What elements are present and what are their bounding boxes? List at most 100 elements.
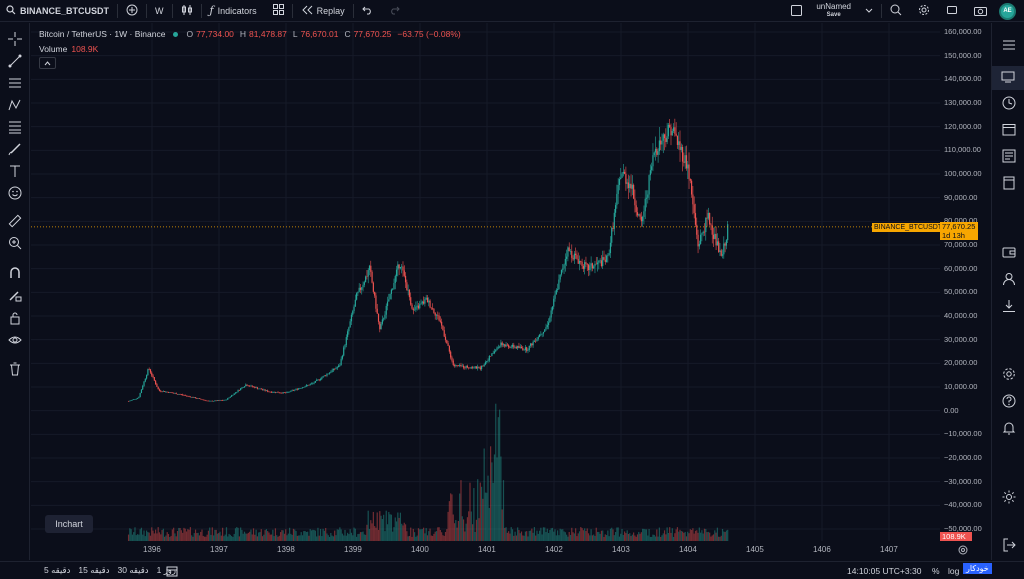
symbol-search-button[interactable]: BINANCE_BTCUSDT bbox=[0, 0, 117, 22]
candle-body bbox=[365, 276, 367, 283]
candle-body bbox=[468, 367, 470, 369]
save-layout-button[interactable]: unNamed Save bbox=[810, 3, 857, 19]
time-axis-label: 1400 bbox=[411, 545, 429, 554]
user-avatar[interactable]: AE bbox=[999, 2, 1016, 20]
indicators-button[interactable]: ƒ Indicators bbox=[202, 0, 265, 22]
candle-body bbox=[560, 269, 563, 275]
volume-bar bbox=[522, 535, 524, 541]
volume-bar bbox=[518, 530, 520, 541]
watchlist-button[interactable] bbox=[992, 66, 1024, 90]
redo-button[interactable] bbox=[381, 0, 408, 22]
snapshot-button[interactable] bbox=[966, 0, 995, 22]
timeframe-button[interactable]: 30 دقیقه bbox=[117, 565, 149, 575]
logout-button[interactable] bbox=[1001, 538, 1017, 554]
volume-bar bbox=[687, 531, 689, 541]
quick-search-button[interactable] bbox=[882, 0, 910, 22]
candle-body bbox=[513, 344, 515, 348]
volume-bar bbox=[261, 536, 264, 541]
brush-tool[interactable] bbox=[7, 142, 23, 158]
alerts-clock-button[interactable] bbox=[1001, 96, 1017, 112]
volume-bar bbox=[325, 527, 327, 541]
auto-scale-button[interactable]: خودکار bbox=[963, 563, 992, 574]
collapse-legend-button[interactable] bbox=[39, 57, 56, 69]
volume-bar bbox=[455, 520, 457, 541]
ruler-tool[interactable] bbox=[7, 214, 23, 230]
candle-body bbox=[256, 387, 258, 389]
compare-symbol-button[interactable] bbox=[118, 0, 146, 22]
profile-button[interactable] bbox=[1001, 272, 1017, 288]
price-axis[interactable]: 160,000.00 150,000.00 140,000.00 130,000.00… bbox=[940, 23, 990, 541]
candle-body bbox=[675, 133, 677, 136]
volume-bar bbox=[438, 527, 440, 541]
candle-body bbox=[718, 241, 720, 252]
notes-button[interactable] bbox=[1001, 176, 1017, 192]
undo-button[interactable] bbox=[354, 0, 381, 22]
volume-bar bbox=[723, 531, 725, 541]
calendar-button[interactable] bbox=[1001, 122, 1017, 138]
settings-button[interactable] bbox=[910, 0, 938, 22]
clock-display[interactable]: 14:10:05 UTC+3:30 bbox=[847, 566, 922, 576]
volume-bar bbox=[252, 528, 255, 541]
volume-bar bbox=[308, 535, 310, 541]
candle-body bbox=[240, 388, 242, 391]
hide-drawings-tool[interactable] bbox=[7, 333, 23, 349]
trend-line-tool[interactable] bbox=[7, 54, 23, 70]
clock-icon bbox=[1002, 96, 1016, 113]
chart-type-button[interactable] bbox=[173, 0, 201, 22]
price-axis-label: −50,000.00 bbox=[944, 524, 982, 533]
candle-body bbox=[654, 148, 657, 153]
time-axis-label: 1405 bbox=[746, 545, 764, 554]
volume-bar bbox=[322, 528, 324, 541]
candle-body bbox=[509, 347, 511, 348]
layout-grid-button[interactable] bbox=[265, 0, 292, 22]
zoom-tool[interactable] bbox=[7, 236, 23, 252]
layout-menu-button[interactable] bbox=[857, 0, 881, 22]
candle-body bbox=[299, 388, 301, 389]
interval-button[interactable]: W bbox=[155, 5, 164, 16]
theme-toggle-button[interactable] bbox=[1001, 490, 1017, 506]
multi-layout-checkbox[interactable] bbox=[783, 0, 810, 22]
fullscreen-button[interactable] bbox=[938, 0, 966, 22]
log-scale-button[interactable]: log bbox=[948, 566, 960, 576]
volume-bar bbox=[553, 531, 555, 541]
inchart-button[interactable]: Inchart bbox=[45, 515, 93, 533]
help-button[interactable] bbox=[1001, 394, 1017, 410]
news-button[interactable] bbox=[1001, 149, 1017, 165]
replay-button[interactable]: Replay bbox=[293, 0, 353, 22]
horizontal-lines-tool[interactable] bbox=[7, 76, 23, 92]
fib-tool[interactable] bbox=[7, 120, 23, 136]
volume-bar bbox=[705, 528, 707, 541]
pattern-tool[interactable] bbox=[7, 98, 23, 114]
goto-date-button[interactable] bbox=[166, 565, 178, 579]
candle-body bbox=[366, 276, 368, 278]
notifications-button[interactable] bbox=[1001, 421, 1017, 437]
lock-drawings-tool[interactable] bbox=[7, 311, 23, 327]
volume-bar bbox=[174, 533, 176, 541]
volume-bar bbox=[291, 534, 293, 541]
volume-bar bbox=[156, 533, 158, 541]
percent-scale-button[interactable]: % bbox=[932, 566, 940, 576]
candle-body bbox=[395, 269, 398, 277]
emoji-tool[interactable] bbox=[7, 186, 23, 202]
volume-bar bbox=[651, 536, 653, 541]
download-icon bbox=[1002, 299, 1016, 316]
candle-body bbox=[392, 289, 394, 291]
menu-button[interactable] bbox=[1001, 38, 1017, 54]
stay-drawing-tool[interactable] bbox=[7, 288, 23, 304]
timeframe-button[interactable]: 5 دقیقه bbox=[44, 565, 71, 575]
volume-bar bbox=[200, 531, 202, 541]
remove-drawings-tool[interactable] bbox=[7, 362, 23, 378]
crosshair-tool[interactable] bbox=[7, 31, 23, 48]
time-axis[interactable]: 1396 1397 1398 1399 1400 1401 1402 1403 1404 1405… bbox=[31, 542, 940, 559]
time-axis-settings-button[interactable] bbox=[958, 545, 968, 558]
candle-body bbox=[166, 391, 168, 393]
text-tool[interactable] bbox=[7, 164, 23, 180]
settings-side-button[interactable] bbox=[1001, 367, 1017, 383]
timeframe-button[interactable]: 15 دقیقه bbox=[78, 565, 110, 575]
candle-body bbox=[349, 321, 351, 328]
download-button[interactable] bbox=[1001, 299, 1017, 315]
magnet-tool[interactable] bbox=[7, 266, 23, 282]
wallet-button[interactable] bbox=[1001, 245, 1017, 261]
volume-bar bbox=[337, 529, 340, 541]
